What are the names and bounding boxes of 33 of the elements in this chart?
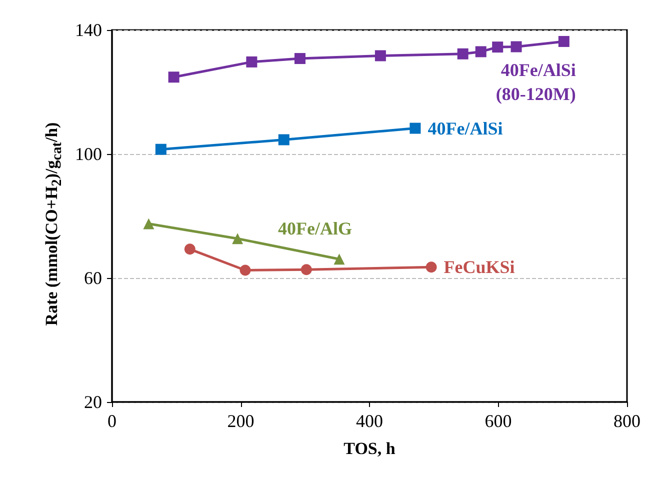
point [232,233,244,244]
y-tick-label: 20 [84,392,102,412]
x-tick-label: 200 [227,411,254,431]
point [155,144,166,155]
point [184,244,196,255]
x-tick-label: 800 [614,411,640,431]
point [457,48,468,60]
series-label: 40Fe/AlSi (80-120M) [496,60,576,104]
series-label: FeCuKSi [444,257,515,278]
point [374,50,386,62]
series-label: 40Fe/AlG [278,218,352,239]
series-label: 40Fe/AlSi [428,118,503,138]
point [278,134,290,146]
point [246,56,258,68]
point [426,262,437,273]
x-tick-label: 400 [356,411,383,431]
point [143,218,154,230]
point [410,122,421,134]
x-tick-label: 600 [484,411,512,431]
point [334,254,345,265]
point [475,46,486,58]
point [294,53,306,64]
point [510,41,522,52]
y-tick-label: 100 [75,144,102,164]
point [300,264,312,276]
x-tick-label: 0 [108,411,116,431]
point [492,42,504,53]
y-tick-label: 60 [84,268,102,288]
point [240,264,251,276]
x-axis-title: TOS, h [344,439,396,458]
y-tick-label: 140 [75,20,102,40]
point [168,72,180,83]
point [558,36,570,47]
